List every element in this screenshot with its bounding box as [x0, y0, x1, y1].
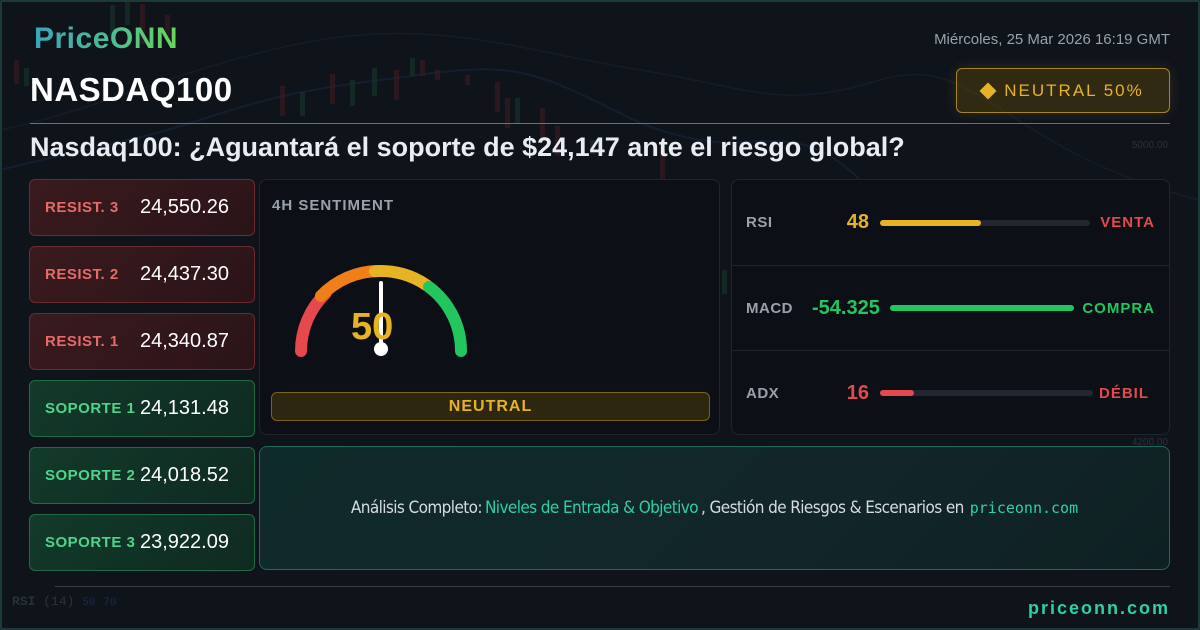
level-value: 24,131.48	[140, 397, 229, 419]
indicator-row-macd: MACD -54.325 COMPRA	[732, 265, 1169, 350]
indicator-bar-fill	[880, 219, 981, 226]
indicator-value: 16	[846, 381, 869, 404]
indicator-value: -54.325	[812, 296, 880, 319]
level-label: SOPORTE 2	[45, 467, 136, 484]
level-label: SOPORTE 3	[45, 534, 136, 551]
level-value: 24,018.52	[140, 464, 229, 486]
indicator-row-adx: ADX 16 DÉBIL	[732, 350, 1169, 435]
diamond-icon	[979, 82, 997, 99]
indicator-signal: COMPRA	[1082, 299, 1155, 317]
indicator-bar-fill	[890, 305, 1074, 311]
indicator-name: MACD	[746, 299, 793, 317]
level-label: RESIST. 2	[45, 266, 119, 283]
cta-highlight: Niveles de Entrada & Objetivo	[484, 498, 699, 518]
axis-label: 5000.00	[1131, 140, 1168, 151]
cta-prefix: Análisis Completo:	[350, 498, 483, 518]
indicator-signal: VENTA	[1100, 214, 1155, 231]
rsi-period: (14)	[43, 594, 75, 609]
indicator-row-rsi: RSI 48 VENTA	[732, 180, 1169, 265]
level-resistance-1: RESIST. 1 24,340.87	[29, 313, 255, 370]
sentiment-label: NEUTRAL	[271, 392, 710, 421]
level-value: 24,340.87	[140, 330, 229, 352]
indicator-bar	[890, 305, 1074, 311]
sentiment-title: 4H SENTIMENT	[272, 197, 395, 214]
footer-divider	[55, 586, 1170, 587]
level-resistance-3: RESIST. 3 24,550.26	[29, 179, 255, 236]
header-divider	[30, 123, 1170, 124]
rsi-value-2: 70	[103, 597, 117, 609]
indicator-name: ADX	[746, 384, 780, 402]
axis-label: 4200.00	[1131, 437, 1168, 448]
cta-site-link[interactable]: priceonn.com	[969, 499, 1079, 517]
level-support-3: SOPORTE 3 23,922.09	[29, 514, 255, 571]
sentiment-gauge-icon	[295, 264, 467, 357]
indicator-bar-fill	[880, 390, 915, 396]
full-analysis-cta[interactable]: Análisis Completo: Niveles de Entrada & …	[259, 446, 1170, 570]
rsi-label: RSI	[12, 594, 36, 609]
level-support-2: SOPORTE 2 24,018.52	[29, 447, 255, 504]
level-value: 24,550.26	[140, 196, 229, 218]
level-label: RESIST. 1	[45, 333, 119, 350]
sentiment-card: 4H SENTIMENT 50 NEUTRAL	[259, 179, 720, 435]
level-value: 23,922.09	[140, 531, 229, 553]
cta-middle: , Gestión de Riesgos & Escenarios en	[700, 498, 964, 518]
indicator-signal: DÉBIL	[1099, 384, 1149, 402]
indicator-name: RSI	[746, 214, 773, 231]
rsi-value-1: 50	[82, 597, 96, 609]
level-label: RESIST. 3	[45, 199, 119, 216]
indicator-bar	[880, 219, 1090, 226]
footer-site-link[interactable]: priceonn.com	[1027, 598, 1170, 618]
price-levels-list: RESIST. 3 24,550.26 RESIST. 2 24,437.30 …	[29, 179, 255, 581]
background-rsi-label: RSI (14) 50 70	[12, 594, 116, 609]
sentiment-badge: NEUTRAL 50%	[956, 68, 1170, 113]
headline: Nasdaq100: ¿Aguantará el soporte de $24,…	[30, 132, 905, 162]
sentiment-value: 50	[351, 306, 394, 348]
sentiment-badge-label: NEUTRAL 50%	[1004, 80, 1144, 100]
level-value: 24,437.30	[140, 263, 229, 285]
ticker-symbol: NASDAQ100	[30, 71, 233, 108]
timestamp: Miércoles, 25 Mar 2026 16:19 GMT	[934, 31, 1170, 48]
brand-logo[interactable]: PriceONN	[34, 22, 179, 55]
indicator-value: 48	[846, 211, 869, 233]
level-support-1: SOPORTE 1 24,131.48	[29, 380, 255, 437]
indicator-bar	[880, 390, 1093, 396]
level-label: SOPORTE 1	[45, 400, 136, 417]
indicators-card: RSI 48 VENTA MACD -54.325 COMPRA ADX 16 …	[731, 179, 1170, 435]
level-resistance-2: RESIST. 2 24,437.30	[29, 246, 255, 303]
